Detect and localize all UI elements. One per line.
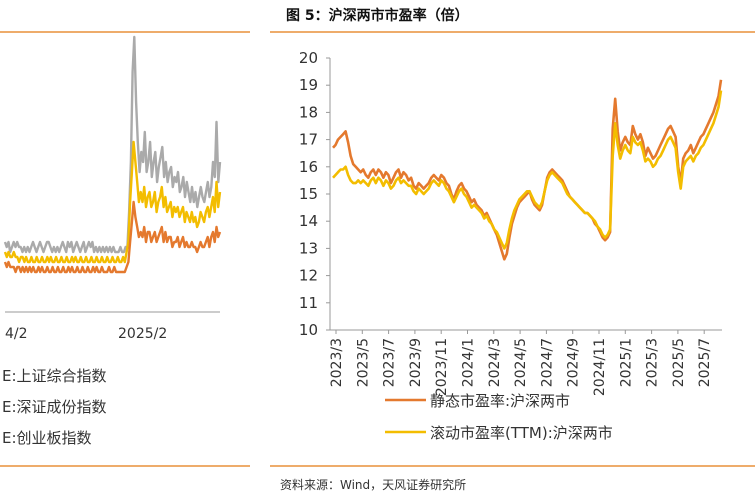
left-legend: E:上证综合指数 E:深证成份指数 E:创业板指数: [2, 367, 107, 447]
legend-label: E:创业板指数: [2, 429, 92, 447]
x-tick-label: 2025/5: [671, 338, 687, 387]
chart-title: 图 5：沪深两市市盈率（倍）: [286, 7, 469, 24]
left-chart: 4/2 2025/2 E:上证综合指数 E:深证成份指数 E:创业板指数: [0, 31, 250, 467]
legend-label: 静态市盈率:沪深两市: [430, 392, 570, 410]
y-tick-label: 18: [299, 103, 318, 121]
x-tick-label: 2024/11: [592, 338, 608, 396]
x-tick-label: 2024/7: [539, 338, 555, 387]
x-tick-label: 2025/3: [645, 338, 661, 387]
y-tick-label: 15: [299, 185, 318, 203]
y-tick-label: 19: [299, 76, 318, 94]
x-tick-label: 2023/9: [408, 338, 424, 387]
series-line: [332, 79, 723, 261]
right-chart: 图 5：沪深两市市盈率（倍） 10 11 12 13 14 15 16 17 18 19 20 20…: [270, 7, 755, 492]
x-tick-label: 2025/7: [697, 338, 713, 387]
left-x-tick-label: 4/2: [5, 326, 28, 342]
y-tick-group: 10 11 12 13 14 15 16 17 18 19 20: [299, 49, 330, 339]
x-tick-label: 2023/11: [434, 338, 450, 396]
source-note: 资料来源：Wind，天风证券研究所: [280, 477, 466, 492]
y-tick-label: 17: [299, 131, 318, 149]
x-tick-label: 2024/5: [513, 338, 529, 387]
y-tick-label: 14: [299, 212, 318, 230]
right-series-group: [332, 79, 723, 261]
series-line: [3, 200, 222, 274]
x-tick-group: 2023/3 2023/5 2023/7 2023/9 2023/11 2024/1 202…: [329, 330, 713, 396]
y-tick-label: 10: [299, 321, 318, 339]
x-tick-label: 2024/3: [487, 338, 503, 387]
left-series-group: [3, 35, 222, 274]
left-x-tick-label: 2025/2: [118, 326, 167, 342]
x-tick-label: 2025/1: [618, 338, 634, 387]
series-line: [332, 90, 723, 250]
x-tick-label: 2023/7: [382, 338, 398, 387]
x-tick-label: 2023/3: [329, 338, 345, 387]
legend-label: E:深证成份指数: [2, 398, 107, 416]
legend-label: E:上证综合指数: [2, 367, 107, 385]
x-tick-label: 2024/9: [566, 338, 582, 387]
y-tick-label: 12: [299, 267, 318, 285]
series-line: [3, 140, 222, 264]
x-tick-label: 2024/1: [461, 338, 477, 387]
y-tick-label: 13: [299, 239, 318, 257]
y-tick-label: 11: [299, 294, 318, 312]
y-tick-label: 16: [299, 158, 318, 176]
legend-label: 滚动市盈率(TTM):沪深两市: [430, 424, 613, 442]
series-line: [3, 35, 222, 254]
x-tick-label: 2023/5: [355, 338, 371, 387]
y-tick-label: 20: [299, 49, 318, 67]
